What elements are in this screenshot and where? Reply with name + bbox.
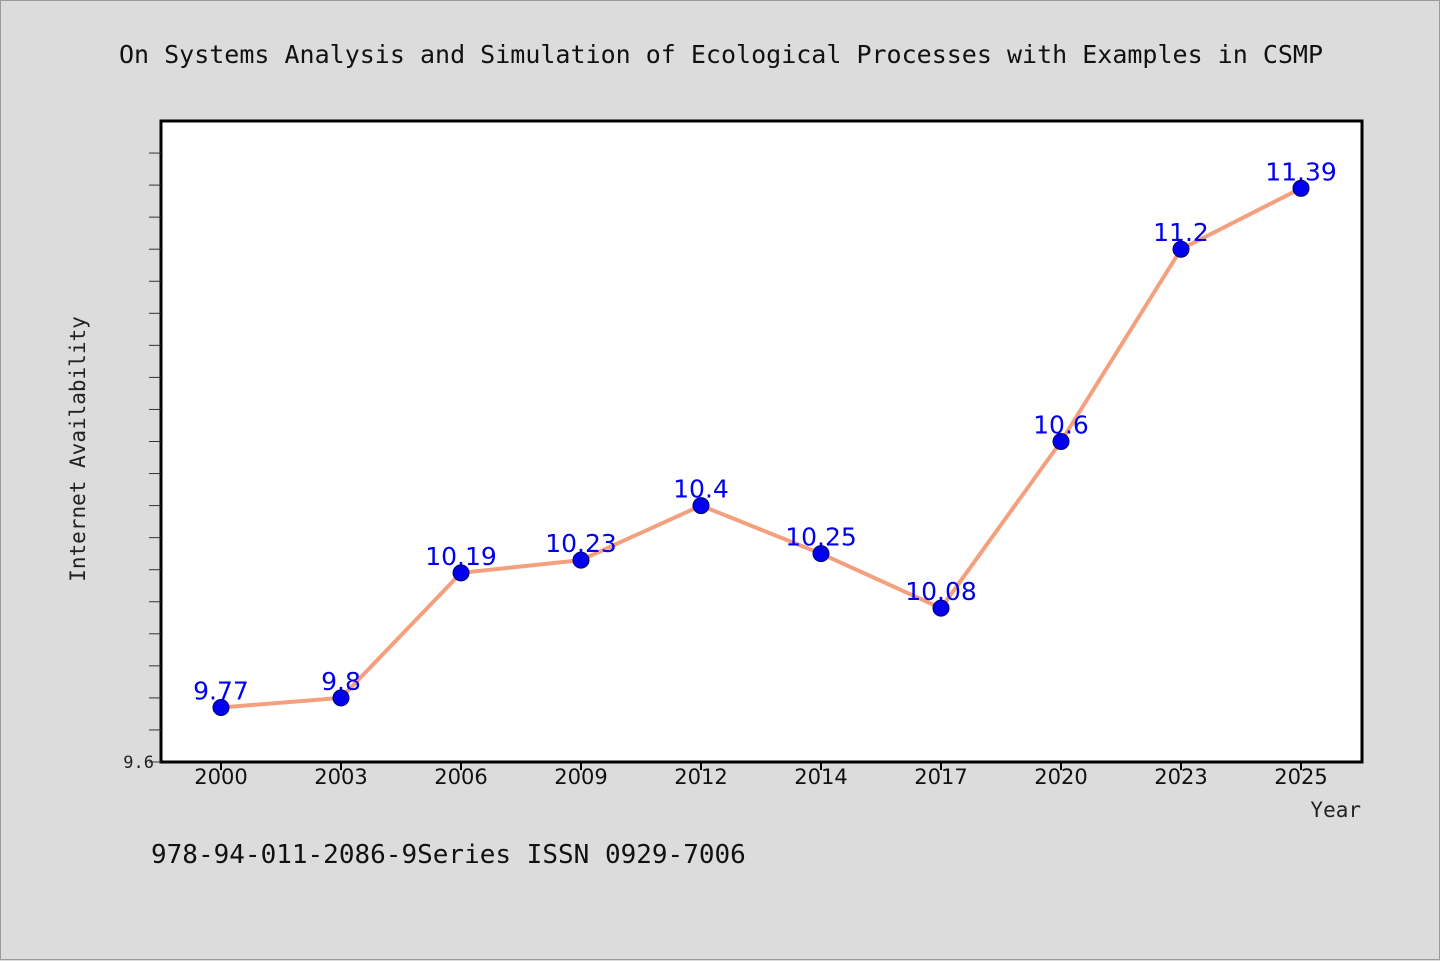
x-tick-label: 2025 bbox=[1274, 765, 1327, 789]
x-axis-tick-labels: 2000 2003 2006 2009 2012 2014 2017 2020 2023 2025 bbox=[194, 765, 1327, 789]
x-axis-label: Year bbox=[1310, 798, 1361, 822]
x-tick-label: 2012 bbox=[674, 765, 727, 789]
series-layer: 9.77 9.810.19 10.2310.410.2510.0810.611.21… bbox=[193, 157, 1337, 717]
y-axis-ticks bbox=[149, 152, 161, 763]
x-tick-label: 2009 bbox=[554, 765, 607, 789]
x-axis-ticks bbox=[220, 762, 1302, 770]
data-point bbox=[932, 599, 950, 617]
series-line bbox=[219, 186, 1303, 710]
x-tick-label: 2006 bbox=[434, 765, 487, 789]
y-axis-label: Internet Availability bbox=[66, 316, 90, 582]
isbn-footer: 978-94-011-2086-9Series ISSN 0929-7006 bbox=[151, 840, 746, 870]
chart-title: On Systems Analysis and Simulation of Ec… bbox=[119, 40, 1323, 69]
y-tick-label: 9.6 bbox=[123, 753, 154, 773]
x-tick-label: 2000 bbox=[194, 765, 247, 789]
data-point bbox=[1052, 433, 1070, 450]
plot-area bbox=[159, 119, 1364, 764]
data-point bbox=[452, 564, 470, 582]
data-point bbox=[332, 689, 350, 707]
x-tick-label: 2003 bbox=[314, 765, 367, 789]
data-point bbox=[812, 545, 830, 563]
x-tick-label: 2017 bbox=[914, 765, 967, 789]
data-point bbox=[572, 551, 590, 569]
data-point bbox=[1292, 179, 1310, 197]
x-tick-label: 2020 bbox=[1034, 765, 1087, 789]
data-point bbox=[212, 699, 230, 717]
x-tick-label: 2014 bbox=[794, 765, 847, 789]
x-tick-label: 2023 bbox=[1154, 765, 1207, 789]
data-point bbox=[692, 497, 710, 515]
data-point bbox=[1172, 240, 1190, 258]
